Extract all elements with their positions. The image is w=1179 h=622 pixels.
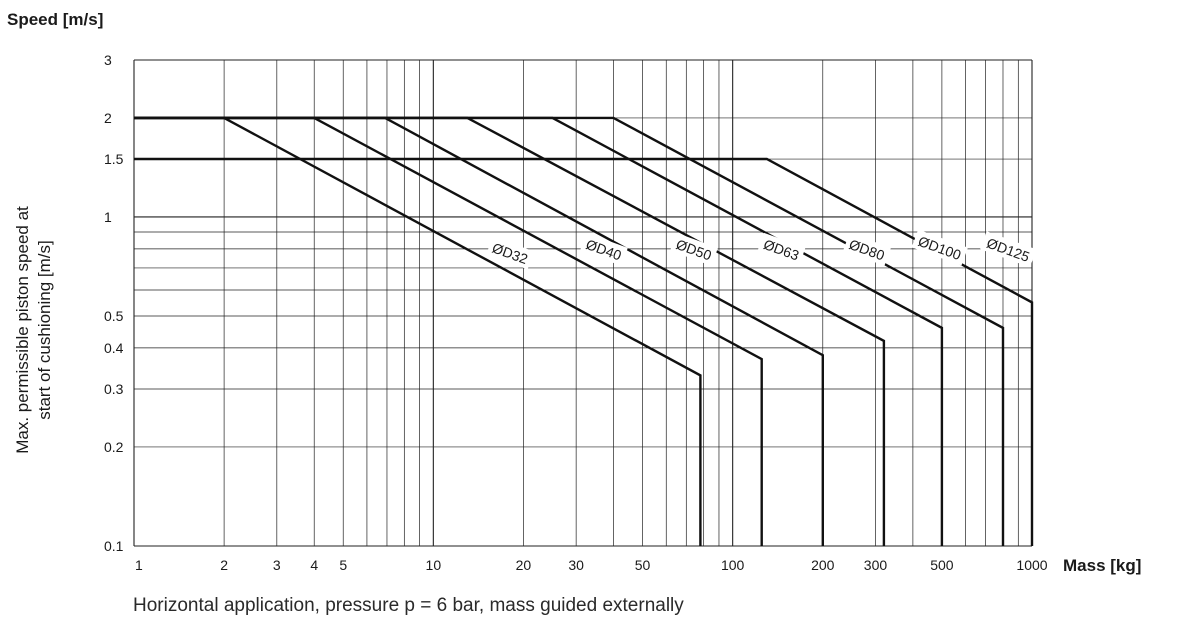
- y-axis-label-line-1: Max. permissible piston speed at: [13, 206, 32, 454]
- x-tick-label: 3: [273, 557, 281, 573]
- x-tick-label: 4: [310, 557, 318, 573]
- x-tick-label: 1000: [1016, 557, 1047, 573]
- series-line: [134, 116, 763, 546]
- chart-caption: Horizontal application, pressure p = 6 b…: [133, 595, 684, 616]
- x-tick-label: 200: [811, 557, 835, 573]
- x-tick-label: 500: [930, 557, 954, 573]
- chart-title: Speed [m/s]: [7, 10, 103, 29]
- x-tick-label: 20: [516, 557, 532, 573]
- series-line: [134, 116, 1005, 546]
- x-tick-label: 2: [220, 557, 228, 573]
- series-label: ØD80: [843, 232, 891, 266]
- series-labels: ØD32 ØD40 ØD50 ØD63 ØD80 ØD100 ØD125: [486, 229, 1037, 270]
- x-tick-label: 10: [426, 557, 442, 573]
- y-tick-label: 0.2: [104, 439, 124, 455]
- x-tick-label: 300: [864, 557, 888, 573]
- tick-labels: 1 2 3 4 5 10 20 30 50 100 200 300 500 1000 0.1 0.2 0.3 0.…: [104, 52, 1048, 573]
- y-tick-label: 0.3: [104, 381, 124, 397]
- series-label: ØD63: [757, 232, 806, 266]
- series-line: [134, 116, 824, 546]
- series-line: [134, 157, 1034, 546]
- y-tick-label: 2: [104, 110, 112, 126]
- series-lines: [134, 116, 1034, 546]
- series-label-bg: [757, 232, 806, 266]
- y-tick-label: 1: [104, 209, 112, 225]
- x-tick-label: 100: [721, 557, 745, 573]
- x-tick-label: 1: [135, 557, 143, 573]
- x-axis-label: Mass [kg]: [1063, 556, 1141, 575]
- series-label-bg: [670, 232, 718, 266]
- series-label-bg: [843, 232, 891, 266]
- series-line: [134, 116, 886, 546]
- y-tick-label: 3: [104, 52, 112, 68]
- series-label: ØD125: [980, 231, 1037, 268]
- series-label: ØD50: [670, 232, 718, 266]
- y-axis-label-line-2: start of cushioning [m/s]: [35, 240, 54, 420]
- x-tick-label: 30: [568, 557, 584, 573]
- y-tick-label: 0.4: [104, 340, 124, 356]
- series-label-bg: [579, 232, 628, 266]
- series-label-bg: [911, 229, 968, 266]
- x-tick-label: 5: [339, 557, 347, 573]
- y-tick-label: 0.1: [104, 538, 124, 554]
- series-label-bg: [486, 236, 535, 270]
- series-line: [134, 116, 702, 546]
- series-label-bg: [980, 231, 1037, 268]
- y-tick-label: 0.5: [104, 308, 124, 324]
- series-label: ØD100: [911, 229, 968, 266]
- series-line: [134, 116, 944, 546]
- y-tick-label: 1.5: [104, 151, 124, 167]
- x-tick-label: 50: [635, 557, 651, 573]
